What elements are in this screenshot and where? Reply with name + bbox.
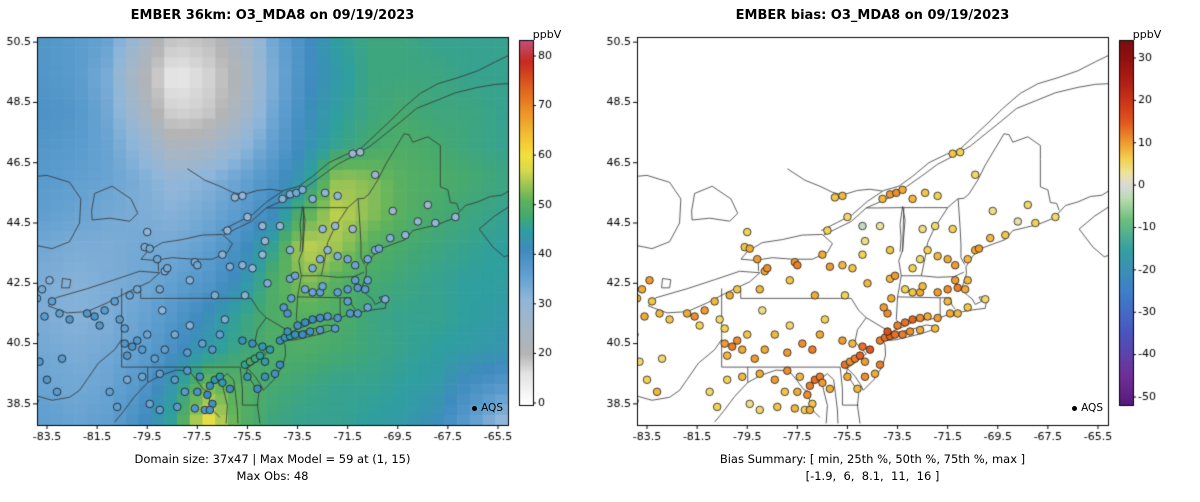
right-panel-title: EMBER bias: O3_MDA8 on 09/19/2023 [735,8,1010,23]
left-caption-line2: Max Obs: 48 [236,469,309,483]
right-caption-line2: [-1.9, 6, 8.1, 11, 16 ] [805,469,940,483]
right-caption-line1: Bias Summary: [ min, 25th %, 50th %, 75t… [719,452,1026,466]
right-colorbar-unit-label: ppbV [1132,28,1162,41]
left-caption-line1: Domain size: 37x47 | Max Model = 59 at (… [134,452,411,466]
left-aqs-legend-label: AQS [481,402,503,414]
aqs-dot-icon [1072,405,1078,411]
left-panel-title: EMBER 36km: O3_MDA8 on 09/19/2023 [130,8,415,23]
left-aqs-legend: AQS [453,402,503,414]
right-aqs-legend-label: AQS [1081,402,1103,414]
left-colorbar-unit-label: ppbV [532,28,562,41]
aqs-dot-icon [472,405,478,411]
right-aqs-legend: AQS [1053,402,1103,414]
